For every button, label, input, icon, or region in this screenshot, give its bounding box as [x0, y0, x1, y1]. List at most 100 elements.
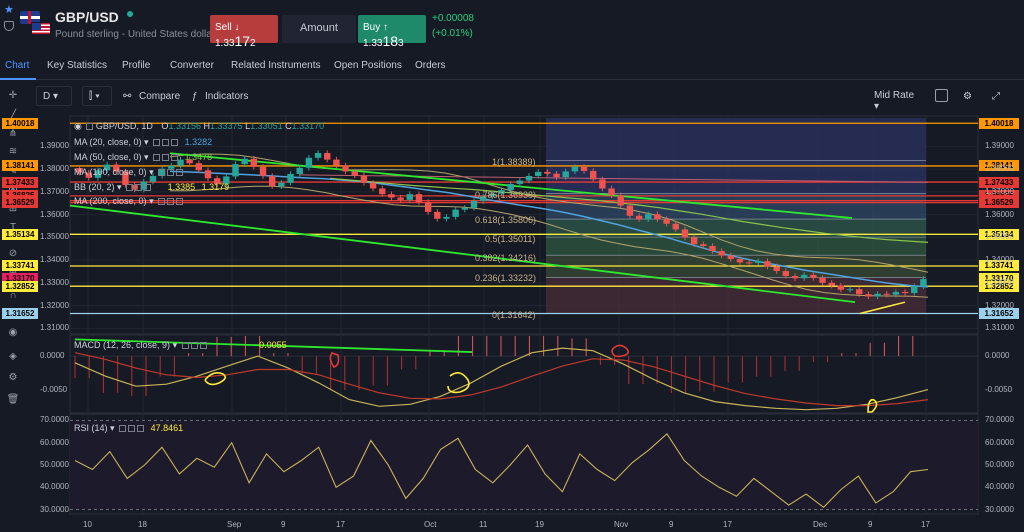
eye-box-icon[interactable] [153, 154, 161, 162]
chevron-down-icon: ▾ [94, 91, 100, 102]
settings-icon[interactable]: ⚙ [8, 372, 18, 383]
close-box-icon[interactable] [176, 198, 184, 206]
measure-icon[interactable]: ⊞ [8, 203, 18, 214]
macd-line [74, 347, 929, 411]
layers-icon[interactable]: ◈ [9, 351, 17, 362]
tab-chart[interactable]: Chart [5, 60, 30, 71]
text-icon[interactable]: T [9, 222, 17, 233]
price-tag-left: 1.40018 [2, 117, 38, 129]
candle-body [745, 262, 753, 264]
gear-icon[interactable]: ⚙ [963, 91, 972, 102]
candle-body [874, 293, 881, 297]
tab-open-positions[interactable]: Open Positions [334, 60, 402, 71]
brush-icon[interactable]: ✎ [8, 166, 18, 177]
us-flag-icon [31, 22, 51, 35]
tab-key-statistics[interactable]: Key Statistics [47, 60, 108, 71]
price-tag-left: 1.32852 [2, 280, 38, 292]
eye-box-icon[interactable] [181, 342, 189, 350]
settings-box-icon[interactable] [135, 184, 143, 192]
interval-select[interactable]: D ▾ [36, 86, 72, 106]
ohlc-high: 1.33375 [210, 121, 243, 131]
indicators-icon: ƒ [192, 91, 198, 102]
settings-box-icon[interactable] [167, 198, 175, 206]
indicators-button[interactable]: Indicators [205, 91, 249, 102]
candle-body [85, 172, 92, 178]
candle-body [571, 166, 579, 172]
close-box-icon[interactable] [176, 169, 184, 177]
rsi-legend[interactable]: RSI (14) ▾ 47.8461 [74, 423, 183, 434]
tab-orders[interactable]: Orders [415, 60, 446, 71]
chevron-down-icon: ▾ [144, 137, 149, 147]
bb-lower [169, 185, 929, 298]
tab-related-instruments[interactable]: Related Instruments [231, 60, 321, 71]
close-box-icon[interactable] [199, 342, 207, 350]
buy-button[interactable]: Buy ↑ 1.33183 [358, 15, 426, 49]
rate-mode-select[interactable]: Mid Rate ▾ [868, 86, 926, 112]
chevron-down-icon: ▾ [144, 152, 149, 162]
rsi-pane [70, 419, 978, 511]
price-tag-left: 1.33741 [2, 260, 38, 272]
eye-box-icon[interactable] [119, 425, 127, 433]
magnet-icon[interactable]: ∩ [9, 290, 17, 301]
favorite-star-icon[interactable]: ★ [4, 4, 14, 16]
close-box-icon[interactable] [171, 139, 179, 147]
indicator-legend-bb[interactable]: BB (20, 2) ▾ 1.3385 1.3179 [74, 182, 229, 193]
price-tag-right: 1.32852 [979, 280, 1019, 292]
close-box-icon[interactable] [137, 425, 145, 433]
candle-body [94, 170, 102, 178]
amount-input[interactable]: Amount [282, 15, 356, 43]
sell-button[interactable]: Sell ↓ 1.33172 [210, 15, 278, 49]
hand-drawn-annotation [447, 372, 470, 394]
candle-body [690, 237, 698, 245]
price-tag-right: 1.33170 [979, 273, 1019, 285]
tab-profile[interactable]: Profile [122, 60, 151, 71]
candle-body [213, 178, 221, 184]
indicator-legend-ma20[interactable]: MA (20, close, 0) ▾ 1.3282 [74, 137, 212, 148]
eye-icon[interactable]: ◉ [8, 327, 18, 338]
trash-icon[interactable]: 🗑 [6, 394, 20, 405]
market-open-indicator [127, 11, 133, 17]
candle-body [654, 214, 661, 220]
eye-box-icon[interactable] [153, 139, 161, 147]
close-box-icon[interactable] [144, 184, 152, 192]
tab-converter[interactable]: Converter [170, 60, 214, 71]
alert-bell-icon[interactable] [4, 21, 14, 31]
ruler-icon[interactable]: ⊘ [8, 248, 18, 259]
eye-box-icon[interactable] [158, 198, 166, 206]
fullscreen-icon[interactable]: ⤢ [992, 91, 1000, 102]
fib-icon[interactable]: ≋ [8, 146, 18, 157]
fib-level-label: 0(1.31642) [492, 310, 536, 320]
indicator-legend-ma200[interactable]: MA (200, close, 0) ▾ [74, 196, 184, 207]
pattern-icon[interactable]: ⋈ [6, 184, 20, 195]
x-tick-label: 19 [535, 520, 544, 529]
chart-type-select[interactable]: ⫿ ▾ [82, 86, 112, 106]
settings-box-icon[interactable] [162, 139, 170, 147]
price-tag-left: 1.38141 [2, 160, 38, 172]
eye-box-icon[interactable] [126, 184, 134, 192]
price-tag-right: 1.40018 [979, 117, 1019, 129]
hand-drawn-annotation [204, 372, 227, 386]
candle-body [590, 170, 597, 180]
screenshot-icon[interactable] [935, 89, 948, 102]
settings-box-icon[interactable] [128, 425, 136, 433]
close-box-icon[interactable] [171, 154, 179, 162]
eye-icon[interactable]: ◉ [74, 121, 82, 131]
indicator-legend-ma100[interactable]: MA (100, close, 0) ▾ [74, 167, 184, 178]
macd-pane-border [69, 334, 979, 414]
compare-button[interactable]: Compare [139, 91, 181, 102]
pitchfork-icon[interactable]: ⋔ [8, 128, 18, 139]
indicator-legend-ma50[interactable]: MA (50, close, 0) ▾ 1.3478 [74, 152, 212, 163]
settings-box-icon[interactable] [86, 123, 94, 131]
crosshair-icon[interactable]: ✛ [8, 90, 18, 101]
candle-body [718, 251, 725, 256]
eye-box-icon[interactable] [158, 169, 166, 177]
candle-body [122, 171, 129, 186]
settings-box-icon[interactable] [162, 154, 170, 162]
candle-body [837, 285, 845, 290]
settings-box-icon[interactable] [190, 342, 198, 350]
macd-legend[interactable]: MACD (12, 26, close, 9) ▾ 0.0055 [74, 340, 287, 351]
settings-box-icon[interactable] [167, 169, 175, 177]
candle-body [333, 159, 340, 166]
trendline-icon[interactable]: ╱ [9, 110, 17, 121]
